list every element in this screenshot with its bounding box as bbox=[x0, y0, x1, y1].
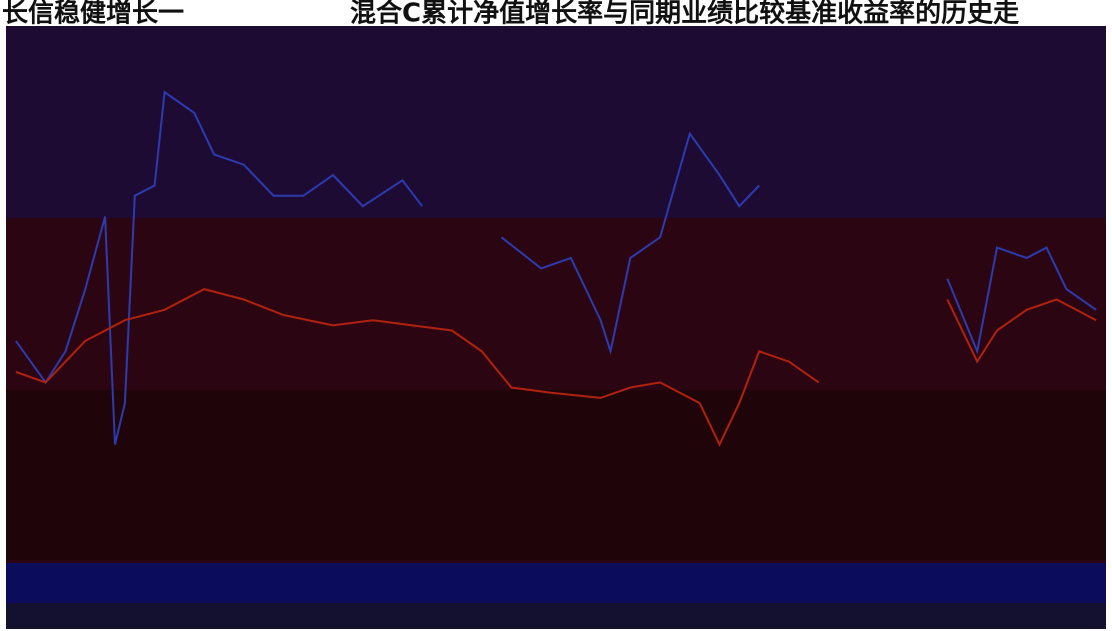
chart-title: 长信稳健增长一 bbox=[2, 0, 184, 29]
plot-band bbox=[6, 390, 1106, 560]
chart-title: 混合C累计净值增长率与同期业绩比较基准收益率的历史走 bbox=[350, 0, 1019, 29]
plot-band bbox=[6, 603, 1106, 629]
plot-band bbox=[6, 26, 1106, 241]
series-line bbox=[15, 90, 1097, 445]
plot-band bbox=[6, 563, 1106, 603]
series-line bbox=[15, 288, 1097, 447]
